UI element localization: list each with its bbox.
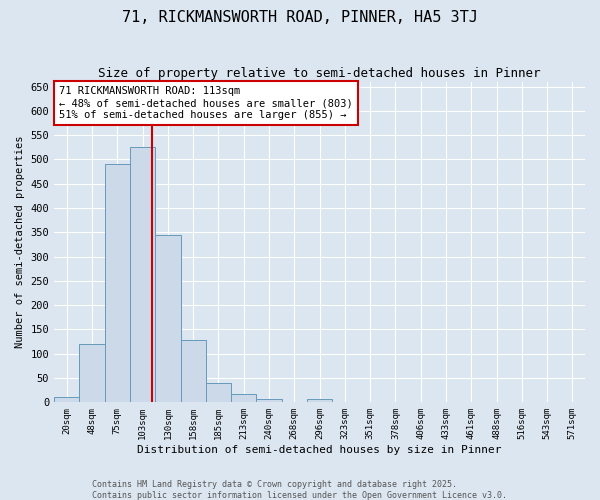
Bar — [105, 164, 130, 402]
Bar — [130, 148, 155, 402]
Bar — [231, 394, 256, 402]
Bar — [79, 344, 105, 403]
Text: Contains HM Land Registry data © Crown copyright and database right 2025.
Contai: Contains HM Land Registry data © Crown c… — [92, 480, 508, 500]
Bar — [307, 400, 332, 402]
Title: Size of property relative to semi-detached houses in Pinner: Size of property relative to semi-detach… — [98, 68, 541, 80]
Bar — [155, 234, 181, 402]
Y-axis label: Number of semi-detached properties: Number of semi-detached properties — [15, 136, 25, 348]
Bar — [256, 399, 281, 402]
Bar — [181, 340, 206, 402]
X-axis label: Distribution of semi-detached houses by size in Pinner: Distribution of semi-detached houses by … — [137, 445, 502, 455]
Bar — [54, 398, 79, 402]
Text: 71 RICKMANSWORTH ROAD: 113sqm
← 48% of semi-detached houses are smaller (803)
51: 71 RICKMANSWORTH ROAD: 113sqm ← 48% of s… — [59, 86, 353, 120]
Bar — [206, 383, 231, 402]
Text: 71, RICKMANSWORTH ROAD, PINNER, HA5 3TJ: 71, RICKMANSWORTH ROAD, PINNER, HA5 3TJ — [122, 10, 478, 25]
